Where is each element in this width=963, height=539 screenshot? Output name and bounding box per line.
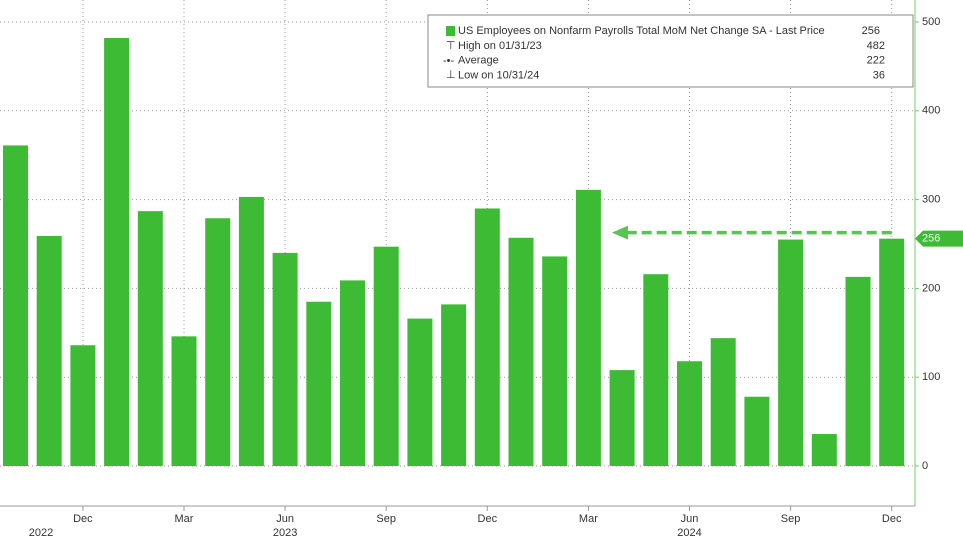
year-label: 2024 bbox=[677, 527, 701, 539]
bar bbox=[744, 396, 770, 466]
bar bbox=[710, 338, 736, 466]
legend-label: Average bbox=[458, 55, 499, 67]
bar bbox=[407, 318, 433, 466]
x-tick-label: Jun bbox=[681, 513, 699, 525]
bar bbox=[778, 239, 804, 466]
bar bbox=[104, 37, 130, 466]
legend-box bbox=[427, 14, 914, 88]
bar bbox=[171, 336, 197, 466]
bar bbox=[677, 361, 702, 466]
legend-label: Low on 10/31/24 bbox=[458, 69, 539, 81]
legend-icon: -•- bbox=[443, 55, 455, 67]
x-tick-label: Jun bbox=[276, 513, 294, 525]
x-tick-label: Dec bbox=[478, 513, 498, 525]
legend-last: 256 bbox=[862, 25, 880, 37]
x-tick-label: Sep bbox=[781, 513, 801, 525]
bar bbox=[879, 238, 905, 466]
bar bbox=[542, 256, 568, 466]
y-tick-label: 0 bbox=[922, 460, 928, 472]
last-tag bbox=[915, 230, 963, 247]
legend: US Employees on Nonfarm Payrolls Total M… bbox=[427, 14, 914, 88]
y-tick-label: 100 bbox=[922, 371, 940, 383]
x-tick-label: Dec bbox=[882, 513, 902, 525]
bar bbox=[238, 196, 264, 466]
x-tick-label: Sep bbox=[376, 513, 396, 525]
bar bbox=[441, 304, 467, 466]
bar bbox=[609, 370, 635, 466]
bar bbox=[306, 301, 332, 466]
x-tick-label: Mar bbox=[579, 513, 598, 525]
legend-label: High on 01/31/23 bbox=[458, 40, 542, 52]
y-tick-label: 300 bbox=[922, 194, 940, 206]
bar bbox=[575, 189, 601, 466]
y-tick-label: 200 bbox=[922, 282, 940, 294]
y-tick-label: 500 bbox=[922, 16, 940, 28]
bar bbox=[373, 246, 399, 466]
bar bbox=[474, 208, 500, 467]
x-tick-label: Dec bbox=[73, 513, 93, 525]
bar bbox=[845, 276, 871, 466]
y-tick-label: 400 bbox=[922, 105, 940, 117]
legend-value: 482 bbox=[867, 40, 885, 52]
legend-value: 36 bbox=[873, 69, 885, 81]
legend-icon: ⊥ bbox=[446, 69, 456, 81]
x-tick-label: Mar bbox=[175, 513, 194, 525]
legend-title: US Employees on Nonfarm Payrolls Total M… bbox=[458, 25, 825, 37]
year-label: 2023 bbox=[273, 527, 297, 539]
bar bbox=[36, 236, 62, 466]
legend-value: 222 bbox=[867, 55, 885, 67]
bar bbox=[340, 280, 365, 466]
bar bbox=[272, 252, 298, 466]
year-label: 2022 bbox=[29, 527, 53, 539]
bar bbox=[643, 274, 669, 466]
legend-swatch bbox=[446, 26, 455, 36]
last-tag-label: 256 bbox=[922, 233, 940, 245]
bar bbox=[811, 434, 837, 466]
bar bbox=[508, 237, 534, 466]
bar bbox=[137, 211, 163, 466]
bar bbox=[3, 145, 28, 466]
bar bbox=[205, 218, 231, 466]
last-arrowhead bbox=[612, 225, 628, 240]
bar bbox=[70, 345, 96, 466]
legend-icon: ⊤ bbox=[446, 40, 456, 52]
